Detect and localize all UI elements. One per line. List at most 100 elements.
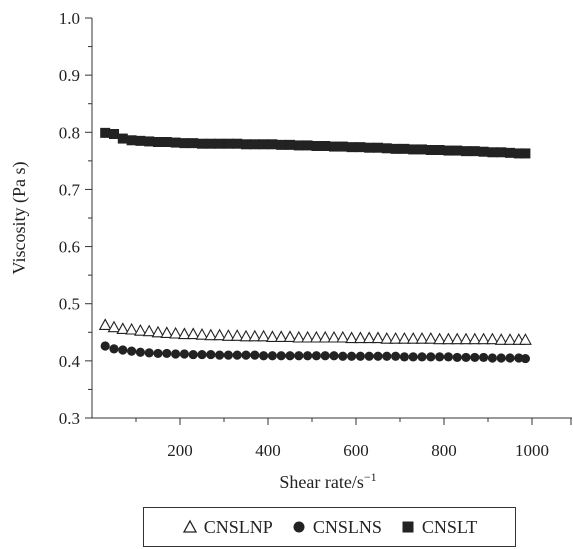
data-point-cnslt (100, 127, 111, 138)
data-point-cnslns (259, 351, 269, 361)
y-tick-label: 0.6 (59, 238, 80, 257)
data-point-cnslns (470, 352, 480, 363)
data-point-cnslns (461, 352, 471, 363)
data-point-cnslns (479, 352, 489, 363)
data-point-cnslns (364, 351, 374, 361)
data-point-cnslns (162, 348, 172, 359)
x-tick-label: 800 (431, 441, 457, 460)
chart-canvas: 0.3 0.4 0.5 0.6 0.7 0.8 0.9 1.0 200 400 600 800 1000… (9, 9, 572, 492)
legend: CNSLNP CNSLNS CNSLT (143, 507, 516, 547)
data-point-cnslns (320, 351, 330, 361)
data-point-cnslt (496, 147, 507, 158)
data-point-cnslt (241, 139, 251, 150)
data-point-cnslnp (477, 332, 491, 345)
legend-item-cnslt: CNSLT (400, 517, 477, 538)
data-point-cnslt (513, 148, 524, 159)
data-point-cnslnp (292, 330, 306, 343)
data-point-cnslt (117, 133, 128, 144)
data-point-cnslt (487, 147, 498, 158)
data-point-cnslns (303, 351, 313, 361)
data-point-cnslnp (116, 322, 130, 334)
data-point-cnslns (232, 350, 242, 360)
data-point-cnslt (188, 138, 199, 149)
data-point-cnslnp (494, 333, 508, 345)
data-point-cnslt (346, 142, 357, 153)
data-point-cnslns (197, 349, 207, 360)
data-point-cnslns (487, 353, 497, 363)
data-point-cnslt (373, 142, 383, 153)
data-point-cnslt (364, 142, 375, 153)
data-point-cnslns (329, 351, 339, 361)
data-point-cnslt (337, 141, 348, 152)
data-point-cnslns (144, 348, 154, 358)
data-point-cnslnp (204, 328, 218, 341)
data-point-cnslt (161, 137, 172, 147)
data-point-cnslt (293, 140, 304, 151)
data-point-cnslnp (406, 332, 420, 344)
data-point-cnslns (135, 347, 145, 357)
data-point-cnslnp (503, 333, 517, 345)
data-point-cnslt (205, 138, 216, 149)
data-point-cnslns (435, 352, 445, 362)
data-point-cnslns (514, 353, 524, 363)
data-point-cnslt (329, 141, 339, 152)
data-point-cnslt (478, 146, 489, 157)
data-point-cnslnp (221, 329, 235, 341)
data-point-cnslt (223, 138, 234, 149)
data-point-cnslnp (309, 330, 323, 343)
y-tick-label: 0.7 (59, 180, 81, 199)
data-point-cnslt (267, 139, 278, 150)
data-point-cnslnp (301, 330, 315, 343)
data-point-cnslt (408, 144, 419, 155)
data-point-cnslnp (160, 326, 174, 338)
data-point-cnslt (443, 145, 454, 156)
data-point-cnslns (127, 346, 137, 356)
data-point-cnslnp (239, 329, 253, 342)
data-point-cnslnp (389, 332, 403, 344)
y-tick-label: 0.9 (59, 66, 80, 85)
data-point-cnslt (276, 139, 287, 150)
data-point-cnslnp (459, 332, 473, 345)
x-tick-label: 1000 (515, 441, 549, 460)
data-point-cnslns (408, 352, 418, 362)
data-point-cnslnp (248, 329, 262, 342)
x-tick-label: 400 (255, 441, 281, 460)
data-point-cnslns (153, 348, 163, 359)
data-point-cnslnp (371, 331, 385, 344)
data-point-cnslt (461, 146, 471, 157)
data-point-cnslt (417, 144, 427, 155)
data-point-cnslnp (485, 332, 499, 345)
data-point-cnslns (215, 350, 225, 360)
data-point-cnslt (355, 142, 366, 153)
data-point-cnslns (188, 349, 198, 360)
data-point-cnslnp (98, 318, 112, 330)
data-point-cnslnp (283, 330, 297, 342)
data-point-cnslnp (327, 330, 341, 343)
data-point-cnslns (100, 341, 110, 351)
data-point-cnslnp (441, 332, 455, 345)
data-point-cnslnp (424, 332, 438, 344)
data-point-cnslnp (133, 324, 147, 336)
data-point-cnslt (153, 137, 163, 147)
data-point-cnslns (241, 350, 251, 360)
data-point-cnslnp (151, 325, 165, 338)
data-point-cnslnp (336, 330, 350, 343)
data-point-cnslnp (195, 328, 209, 340)
data-point-cnslns (109, 344, 119, 354)
data-point-cnslns (267, 351, 277, 361)
data-point-cnslnp (274, 330, 288, 342)
data-point-cnslns (496, 353, 506, 363)
data-point-cnslt (170, 137, 181, 148)
data-point-cnslnp (142, 324, 156, 337)
data-point-cnslnp (125, 322, 139, 335)
data-point-cnslns (118, 345, 128, 355)
data-point-cnslnp (318, 330, 332, 343)
data-point-cnslns (171, 349, 181, 359)
data-point-cnslt (197, 138, 207, 149)
y-tick-label: 0.3 (59, 409, 80, 428)
data-point-cnslns (382, 351, 392, 361)
data-point-cnslt (505, 147, 515, 158)
data-point-cnslt (249, 139, 260, 150)
data-point-cnslt (135, 135, 146, 146)
y-axis-title: Viscosity (Pa s) (9, 162, 30, 275)
